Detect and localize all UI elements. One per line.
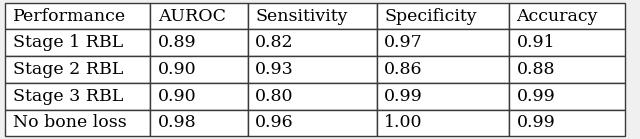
Bar: [377, 29, 509, 56]
Text: 0.90: 0.90: [157, 88, 196, 105]
Text: Stage 2 RBL: Stage 2 RBL: [13, 61, 123, 78]
Text: 0.88: 0.88: [516, 61, 555, 78]
Text: 0.86: 0.86: [385, 61, 423, 78]
Bar: [248, 29, 377, 56]
Text: 0.93: 0.93: [255, 61, 294, 78]
Bar: [509, 83, 625, 110]
Bar: [5, 83, 150, 110]
Bar: [377, 83, 509, 110]
Bar: [377, 110, 509, 136]
Text: 0.89: 0.89: [157, 34, 196, 51]
Bar: [150, 29, 248, 56]
Text: Specificity: Specificity: [385, 8, 477, 25]
Bar: [248, 83, 377, 110]
Bar: [150, 56, 248, 83]
Bar: [248, 3, 377, 29]
Text: 0.99: 0.99: [516, 114, 556, 131]
Text: 1.00: 1.00: [385, 114, 423, 131]
Bar: [5, 3, 150, 29]
Bar: [5, 110, 150, 136]
Bar: [377, 3, 509, 29]
Text: Accuracy: Accuracy: [516, 8, 598, 25]
Text: 0.98: 0.98: [157, 114, 196, 131]
Bar: [509, 29, 625, 56]
Text: Sensitivity: Sensitivity: [255, 8, 348, 25]
Text: Performance: Performance: [13, 8, 126, 25]
Bar: [377, 56, 509, 83]
Bar: [5, 29, 150, 56]
Bar: [248, 110, 377, 136]
Bar: [509, 3, 625, 29]
Text: 0.97: 0.97: [385, 34, 423, 51]
Text: Stage 3 RBL: Stage 3 RBL: [13, 88, 123, 105]
Text: 0.80: 0.80: [255, 88, 294, 105]
Text: 0.99: 0.99: [385, 88, 423, 105]
Bar: [5, 56, 150, 83]
Text: 0.82: 0.82: [255, 34, 294, 51]
Bar: [509, 56, 625, 83]
Bar: [509, 110, 625, 136]
Text: No bone loss: No bone loss: [13, 114, 127, 131]
Bar: [150, 110, 248, 136]
Bar: [150, 3, 248, 29]
Text: 0.90: 0.90: [157, 61, 196, 78]
Bar: [150, 83, 248, 110]
Text: 0.99: 0.99: [516, 88, 556, 105]
Text: AUROC: AUROC: [157, 8, 226, 25]
Text: 0.96: 0.96: [255, 114, 294, 131]
Text: Stage 1 RBL: Stage 1 RBL: [13, 34, 123, 51]
Text: 0.91: 0.91: [516, 34, 556, 51]
Bar: [248, 56, 377, 83]
